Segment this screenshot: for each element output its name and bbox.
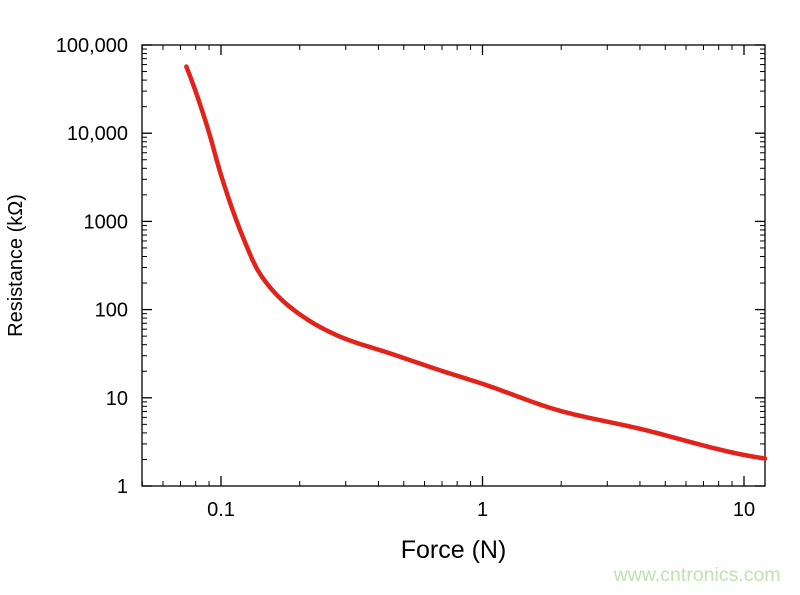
svg-text:10: 10: [106, 388, 128, 410]
svg-text:1000: 1000: [84, 211, 129, 233]
svg-text:100: 100: [95, 300, 128, 322]
svg-text:Force (N): Force (N): [401, 536, 507, 564]
svg-text:1: 1: [117, 476, 128, 498]
svg-text:www.cntronics.com: www.cntronics.com: [613, 564, 781, 586]
svg-text:100,000: 100,000: [56, 35, 128, 57]
svg-text:10: 10: [733, 499, 755, 521]
svg-text:1: 1: [477, 499, 488, 521]
svg-text:10,000: 10,000: [67, 123, 128, 145]
svg-text:Resistance (kΩ): Resistance (kΩ): [5, 194, 27, 337]
svg-text:0.1: 0.1: [207, 499, 235, 521]
